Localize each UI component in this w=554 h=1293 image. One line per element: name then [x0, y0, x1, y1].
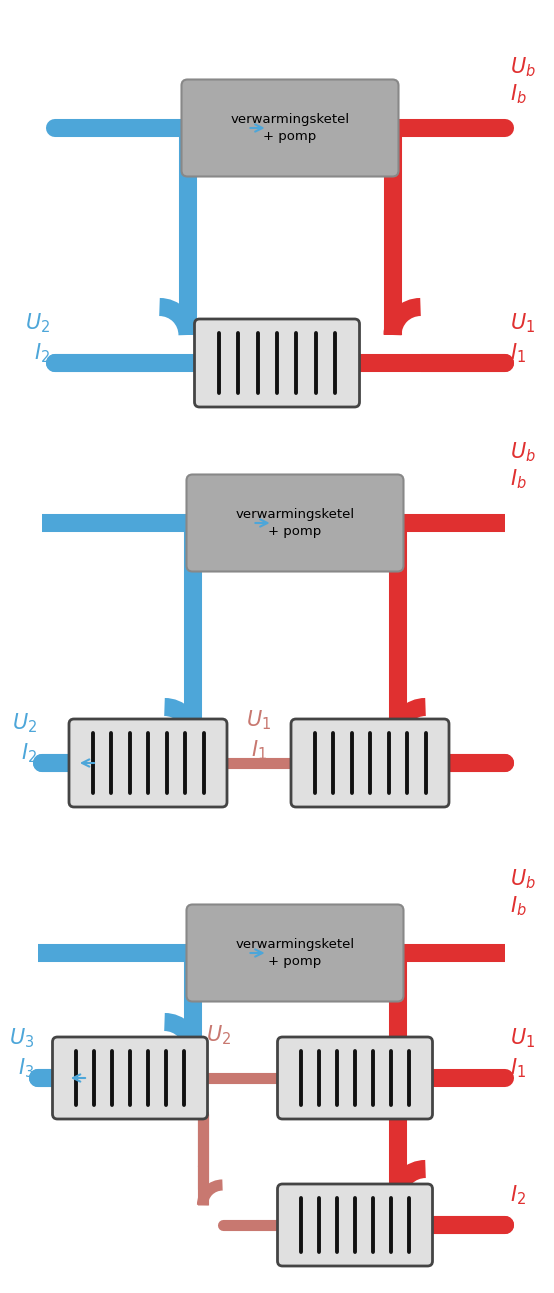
Text: $I_1$: $I_1$ [510, 1056, 526, 1080]
Text: verwarmingsketel
+ pomp: verwarmingsketel + pomp [235, 937, 355, 968]
Text: $U_b$: $U_b$ [510, 868, 536, 891]
Text: $I_2$: $I_2$ [510, 1183, 526, 1206]
Text: $U_2$: $U_2$ [25, 312, 50, 335]
Text: $I_2$: $I_2$ [34, 341, 50, 365]
Text: $I_b$: $I_b$ [510, 467, 527, 490]
Text: $I_1$: $I_1$ [510, 341, 526, 365]
Text: $U_1$: $U_1$ [510, 1027, 535, 1050]
Text: $U_1$: $U_1$ [247, 709, 271, 732]
FancyBboxPatch shape [278, 1184, 433, 1266]
Text: $I_2$: $I_2$ [21, 741, 37, 764]
FancyBboxPatch shape [69, 719, 227, 807]
FancyBboxPatch shape [53, 1037, 208, 1118]
Text: $I_b$: $I_b$ [510, 893, 527, 918]
Text: $U_2$: $U_2$ [206, 1023, 230, 1046]
Text: $I_1$: $I_1$ [251, 738, 267, 762]
Text: $I_b$: $I_b$ [510, 81, 527, 106]
Text: $I_3$: $I_3$ [18, 1056, 34, 1080]
FancyBboxPatch shape [187, 475, 403, 572]
Text: $U_1$: $U_1$ [510, 312, 535, 335]
FancyBboxPatch shape [187, 905, 403, 1002]
Text: verwarmingsketel
+ pomp: verwarmingsketel + pomp [235, 508, 355, 538]
FancyBboxPatch shape [194, 319, 360, 407]
FancyBboxPatch shape [278, 1037, 433, 1118]
Text: verwarmingsketel
+ pomp: verwarmingsketel + pomp [230, 112, 350, 144]
Text: $U_3$: $U_3$ [9, 1027, 34, 1050]
Text: $U_b$: $U_b$ [510, 440, 536, 464]
Text: $U_2$: $U_2$ [12, 711, 37, 734]
FancyBboxPatch shape [291, 719, 449, 807]
Text: $U_b$: $U_b$ [510, 56, 536, 79]
FancyBboxPatch shape [182, 79, 398, 177]
